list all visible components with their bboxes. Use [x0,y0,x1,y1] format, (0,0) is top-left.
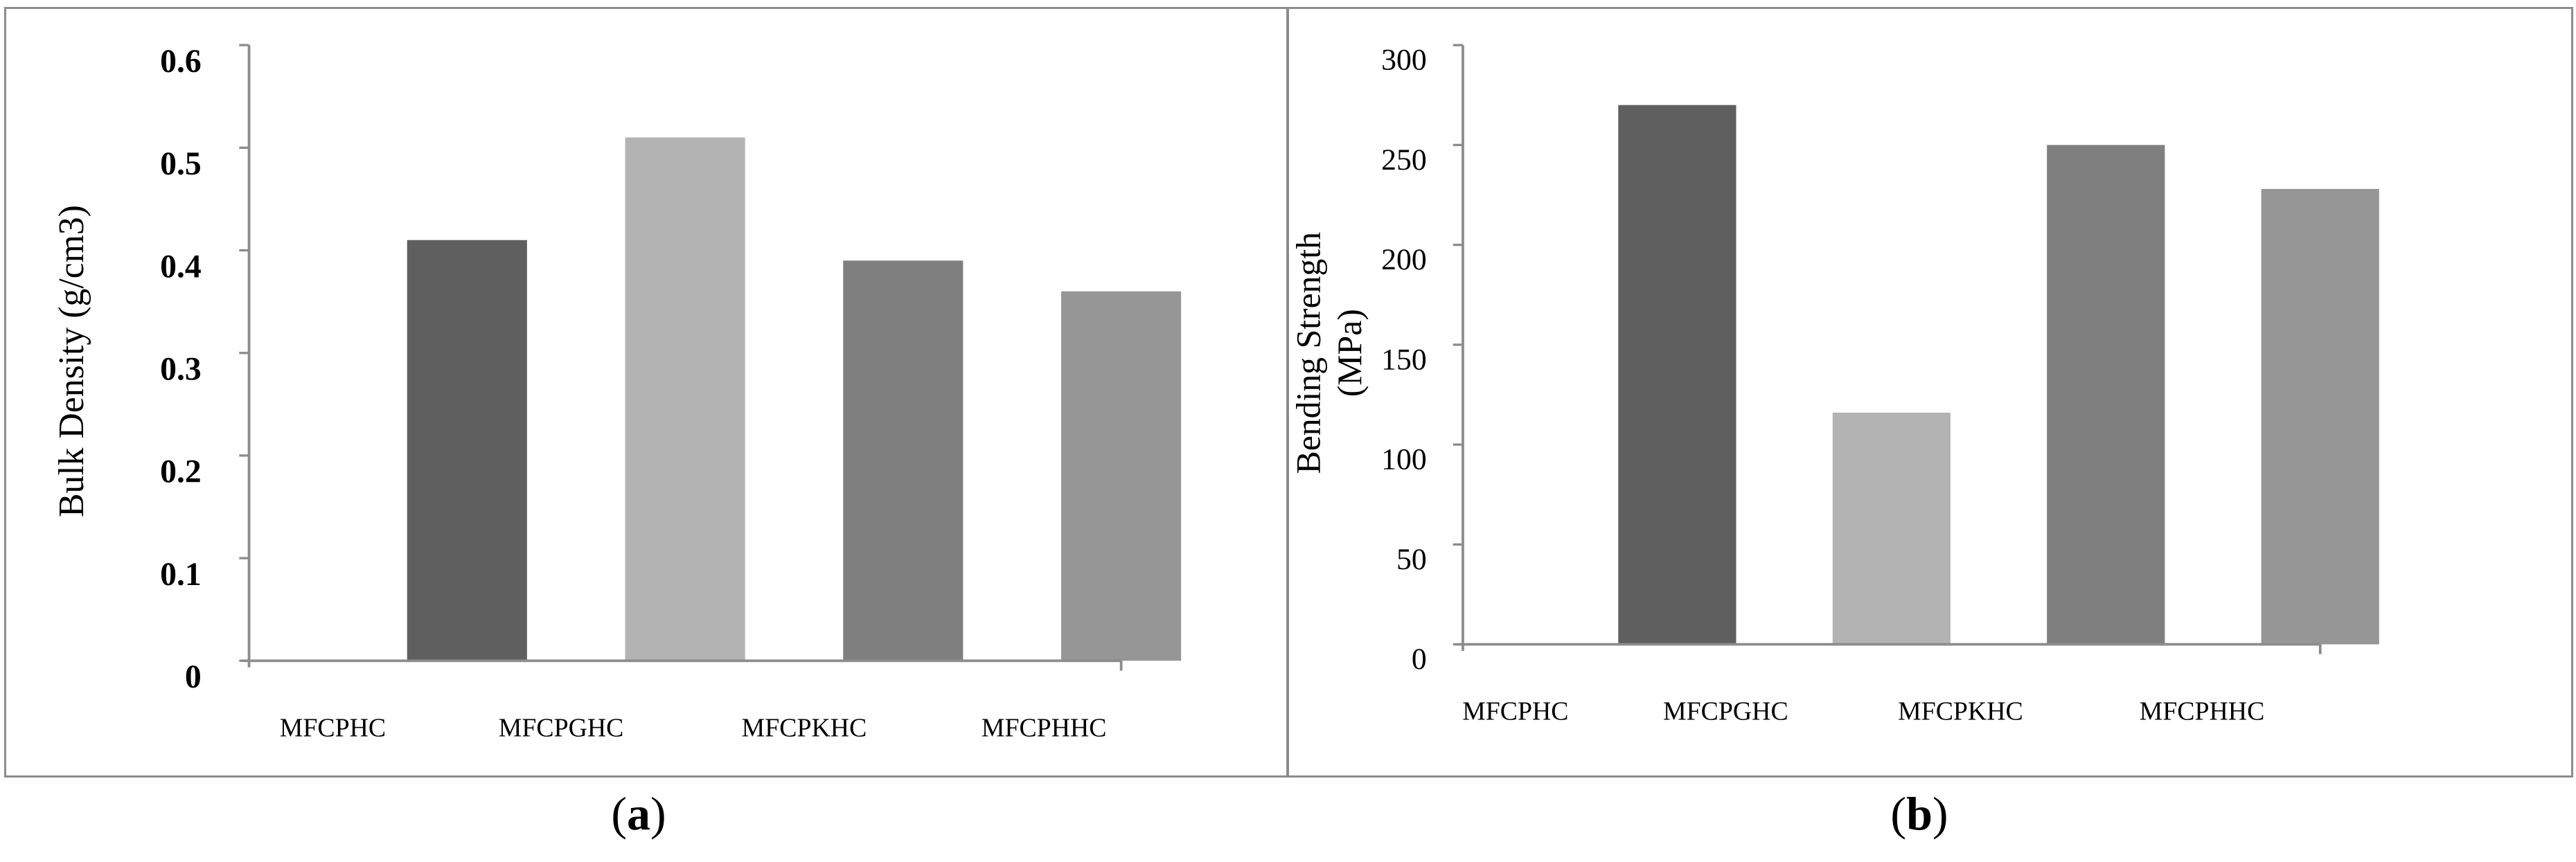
caption-letter-a: a [627,787,650,840]
bar-b-3 [2047,145,2165,645]
y-tick-label-a-4: 0.4 [160,248,202,285]
bar-b-4 [2261,188,2379,645]
y-tick-label-a-0: 0 [185,658,202,695]
y-tick-label-b-6: 300 [1381,44,1427,77]
y-tick-label-a-2: 0.2 [160,454,202,490]
y-tick-label-b-5: 250 [1381,143,1427,177]
y-tick-label-b-3: 150 [1381,343,1427,376]
x-category-label-a-2: MFCPGHC [499,713,624,742]
x-category-label-a-3: MFCPKHC [742,713,867,742]
y-tick-label-a-5: 0.5 [160,145,202,182]
bar-b-1 [1618,105,1736,645]
y-tick-label-a-1: 0.1 [160,556,202,593]
y-axis-title-b-line-2: (MPa) [1331,309,1369,397]
y-tick-label-b-2: 100 [1381,443,1427,476]
caption-b: (b) [1890,787,1948,840]
bar-a-3 [843,260,963,661]
x-category-label-b-3: MFCPKHC [1898,697,2023,726]
y-tick-label-a-3: 0.3 [160,350,202,387]
bar-a-4 [1061,291,1182,661]
x-category-label-b-4: MFCPHHC [2140,697,2265,726]
caption-letter-b: b [1906,787,1933,840]
x-category-label-b-2: MFCPGHC [1663,697,1788,726]
y-tick-label-b-1: 50 [1396,543,1427,576]
y-tick-label-b-0: 0 [1412,643,1427,676]
chart-panel-b: 0 50 100 150 200 250 300 MFCPHC MFCPGHC MFCPKHC MF… [1287,7,2573,778]
bar-a-2 [625,137,745,661]
chart-panel-a: 0 0.1 0.2 0.3 0.4 0.5 0.6 MFCPHC MFCPGHC MFCPKHC M… [4,7,1288,778]
x-category-label-a-4: MFCPHHC [981,713,1107,742]
x-category-label-b-1: MFCPHC [1462,697,1568,726]
chart-group-a: 0 0.1 0.2 0.3 0.4 0.5 0.6 MFCPHC MFCPGHC MFCPKHC M… [52,43,1182,742]
caption-a: (a) [611,787,666,840]
y-tick-label-b-4: 200 [1381,243,1427,276]
x-category-label-a-1: MFCPHC [280,713,386,742]
y-axis-title-a: Bulk Density (g/cm3) [52,205,91,517]
bulk-density-chart: 0 0.1 0.2 0.3 0.4 0.5 0.6 MFCPHC MFCPGHC MFCPKHC M… [52,43,1182,742]
bending-strength-chart: 0 50 100 150 200 250 300 MFCPHC MFCPGHC MFCPKHC MF… [1290,44,2379,726]
y-tick-label-a-6: 0.6 [160,43,202,80]
bar-b-2 [1832,412,1951,645]
y-axis-title-b-line-1: Bending Strength [1290,232,1328,474]
bar-a-1 [407,240,527,661]
chart-group-b: 0 50 100 150 200 250 300 MFCPHC MFCPGHC MFCPKHC MF… [1290,44,2379,726]
